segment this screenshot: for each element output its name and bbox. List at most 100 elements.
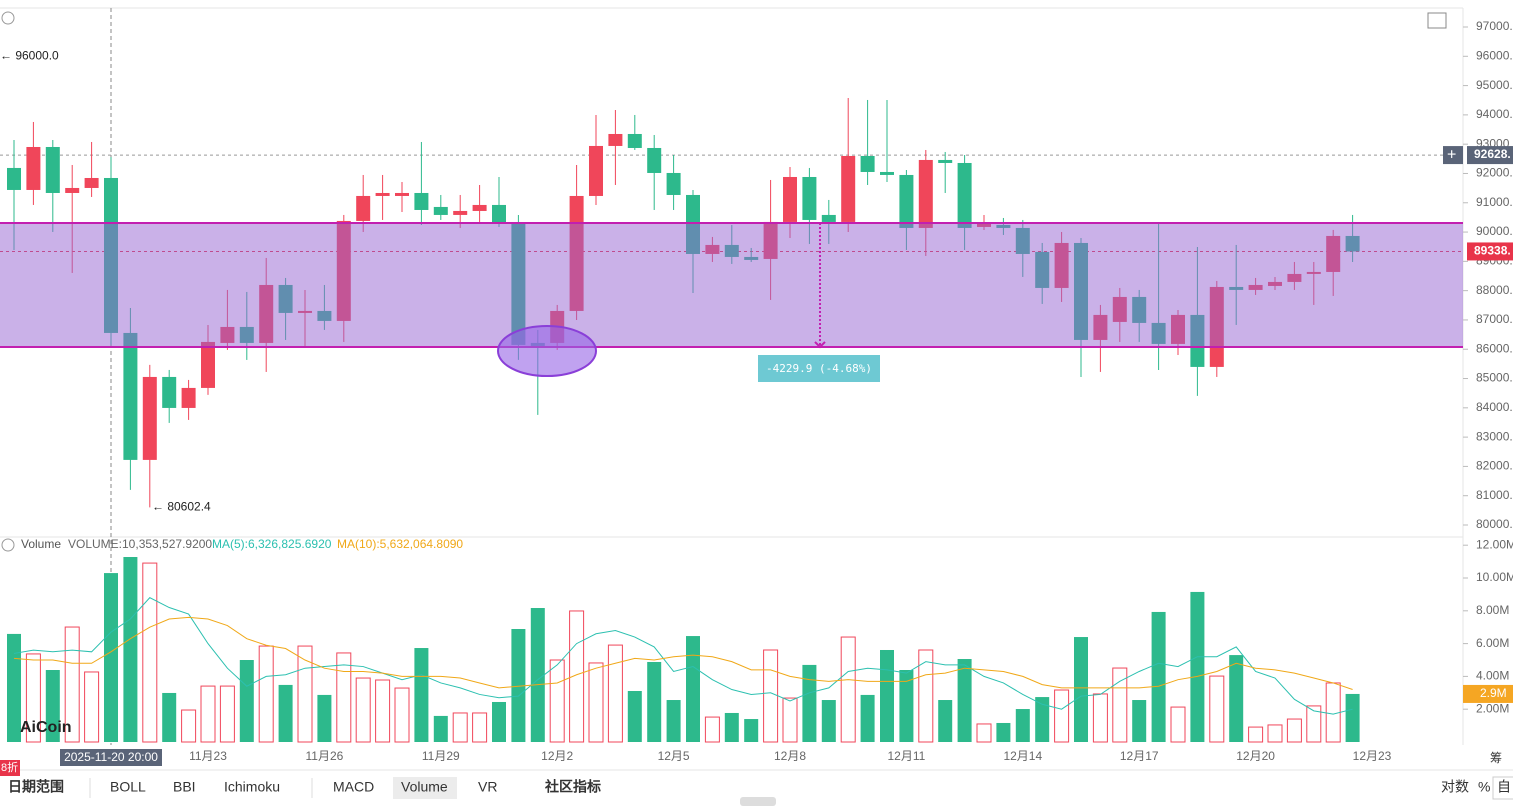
volume-bar [336, 652, 352, 743]
candle-body [821, 214, 836, 222]
measure-arrow-head [814, 341, 826, 349]
y-tick-label: 87000.0 [1476, 312, 1513, 326]
volume-bar [821, 700, 836, 742]
toolbar-item[interactable]: BOLL [110, 779, 146, 795]
y-tick-label: 86000.0 [1476, 341, 1513, 355]
y-tick-label: 81000.0 [1476, 488, 1513, 502]
volume-bar [394, 687, 410, 743]
collapse-icon[interactable] [1, 11, 15, 25]
toolbar-item[interactable]: MACD [333, 779, 374, 795]
volume-bar [1209, 675, 1225, 743]
toolbar-item[interactable]: 日期范围 [8, 779, 64, 795]
volume-bar [1286, 718, 1302, 743]
volume-bar [647, 661, 662, 742]
volume-bar [355, 677, 371, 743]
volume-bar [200, 685, 216, 743]
x-tick-label: 12月2 [541, 749, 573, 763]
x-tick-label: 12月8 [774, 749, 806, 763]
volume-bar [452, 712, 468, 743]
y-tick-label: 6.00M [1476, 636, 1509, 650]
volume-bar [840, 636, 856, 743]
volume-bar [297, 645, 313, 743]
volume-bar [1151, 611, 1166, 742]
y-tick-label: 82000.0 [1476, 459, 1513, 473]
x-tick-label: 12月20 [1236, 749, 1275, 763]
crosshair-date: 2025-11-20 20:00 [64, 750, 158, 764]
price-tag: 89338. [1474, 244, 1511, 258]
candle-body [433, 206, 448, 215]
volume-bar [1170, 706, 1186, 743]
volume-bar [607, 644, 623, 743]
volume-tag: 2.9M [1480, 686, 1507, 700]
volume-bar [1132, 700, 1147, 742]
volume-bar [375, 679, 391, 743]
volume-bar [472, 712, 488, 743]
toolbar-active-bg [393, 777, 457, 799]
y-tick-label: 10.00M [1476, 570, 1513, 584]
volume-bar [414, 648, 429, 742]
resize-handle[interactable] [740, 797, 776, 806]
volume-bar [530, 608, 545, 742]
toolbar-item[interactable]: Volume [401, 779, 448, 795]
toolbar-item[interactable]: 社区指标 [544, 779, 601, 795]
candle-body [647, 147, 662, 173]
candle-body [26, 146, 41, 190]
candle-body [608, 133, 623, 146]
volume-bar [957, 659, 972, 742]
crosshair-date-bg [60, 749, 162, 766]
high-label: ← 96000.0 [0, 48, 59, 62]
collapse-icon[interactable] [1, 538, 15, 552]
x-tick-label: 12月23 [1353, 749, 1392, 763]
candle-body [84, 177, 99, 188]
volume-bar [686, 636, 700, 742]
badge[interactable]: 8折 [1, 760, 18, 774]
candle-body [918, 159, 933, 228]
volume-bar [1267, 724, 1283, 743]
volume-bar [278, 684, 293, 742]
y-tick-label: 80000.0 [1476, 517, 1513, 531]
candle-body [123, 332, 138, 460]
y-tick-label: 97000.0 [1476, 19, 1513, 33]
candle-body [45, 146, 60, 193]
volume-bar [549, 659, 565, 743]
candle-body [860, 155, 875, 172]
candle-body [201, 341, 215, 388]
candle-body [783, 176, 797, 222]
volume-bar [104, 573, 118, 742]
y-tick-label: 92000.0 [1476, 166, 1513, 180]
toolbar-item[interactable]: Ichimoku [224, 779, 280, 795]
tool-item[interactable]: % [1478, 779, 1490, 795]
y-tick-label: 84000.0 [1476, 400, 1513, 414]
legend-entry: MA(10):5,632,064.8090 [337, 537, 463, 551]
toolbar-item[interactable]: BBI [173, 779, 196, 795]
candle-body [666, 172, 681, 195]
x-tick-label: 12月14 [1003, 749, 1042, 763]
volume-bar [511, 629, 526, 742]
y-tick-label: 4.00M [1476, 669, 1509, 683]
expand-icon[interactable] [1427, 12, 1447, 29]
candle-body [899, 174, 914, 228]
volume-bar [666, 700, 681, 742]
y-tick-label: 83000.0 [1476, 429, 1513, 443]
toolbar-item[interactable]: VR [478, 779, 497, 795]
price-tag-bg [1467, 146, 1513, 165]
volume-bar [433, 715, 448, 742]
price-tag-bg [1467, 242, 1513, 261]
tool-item[interactable]: 自 [1497, 779, 1511, 795]
candle-body [7, 167, 21, 190]
candle-body [395, 192, 409, 196]
volume-bar [142, 562, 158, 743]
volume-bar [7, 633, 21, 742]
candle-body [472, 204, 487, 211]
measure-label-bg [758, 355, 880, 382]
volume-bar [1190, 591, 1205, 742]
candle-body [957, 162, 972, 228]
logo: AiCoin [20, 719, 72, 736]
volume-bar [996, 722, 1011, 742]
volume-bar [1345, 693, 1360, 742]
candle-body [181, 387, 196, 408]
price-tag: 92628. [1474, 147, 1511, 161]
volume-bar [492, 701, 506, 742]
tool-item[interactable]: 对数 [1441, 779, 1469, 795]
